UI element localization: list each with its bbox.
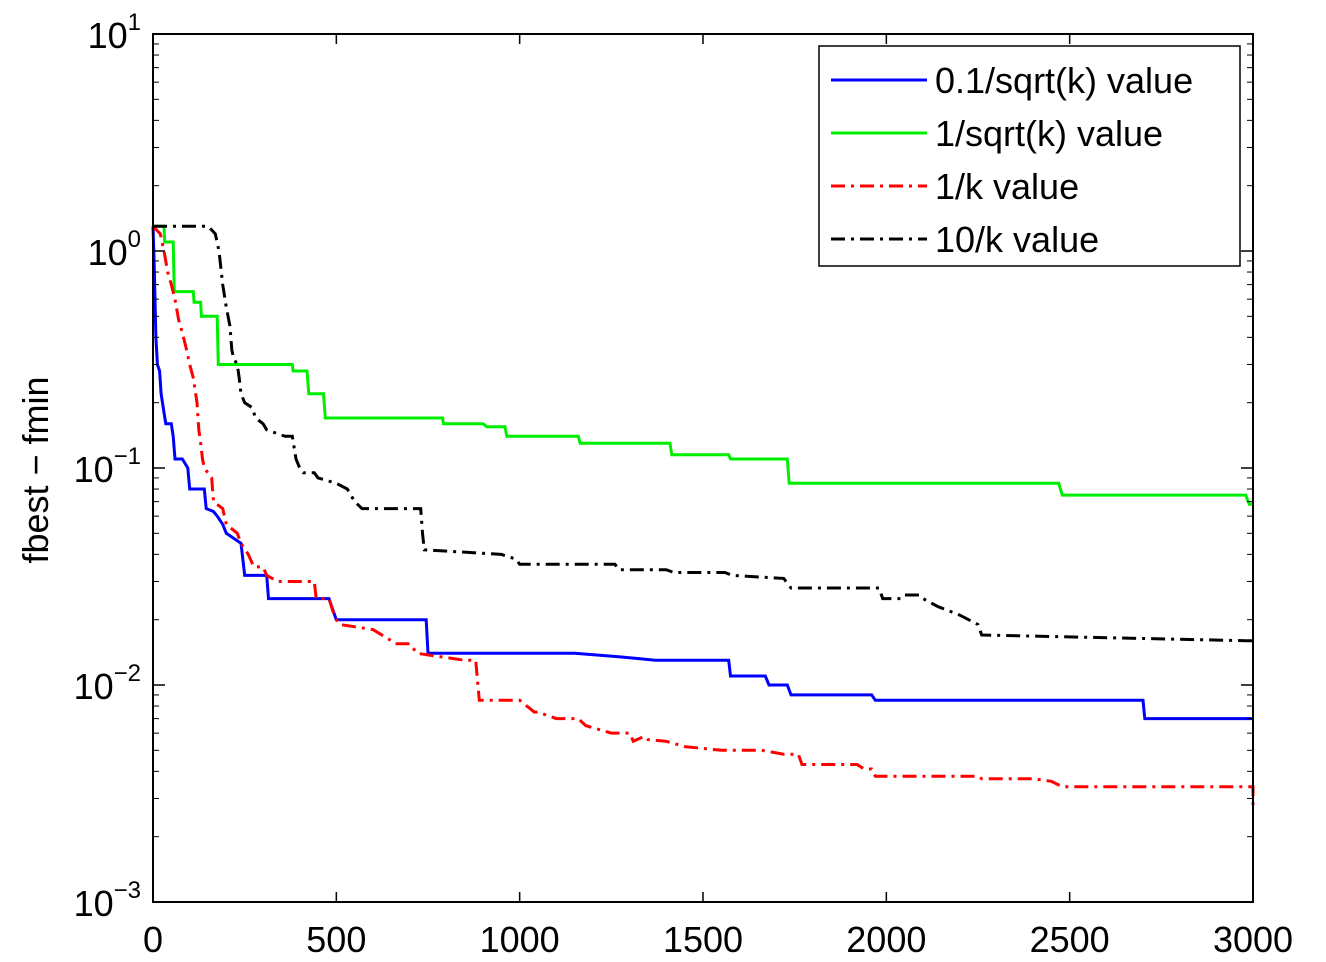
- series-line-0: [151, 226, 1253, 721]
- y-tick-exponent: −2: [114, 660, 141, 687]
- y-tick-exponent: 0: [128, 226, 141, 253]
- y-tick-base: 10: [88, 15, 128, 56]
- y-tick-base: 10: [74, 666, 114, 707]
- legend-label: 0.1/sqrt(k) value: [935, 60, 1193, 101]
- y-tick-base: 10: [74, 883, 114, 924]
- x-tick-label: 2500: [1030, 919, 1110, 960]
- x-tick-label: 500: [306, 919, 366, 960]
- y-tick-label: 10−3: [74, 877, 141, 924]
- y-tick-base: 10: [88, 232, 128, 273]
- series-layer: [151, 224, 1255, 805]
- y-tick-label: 10−2: [74, 660, 141, 707]
- y-tick-exponent: −3: [114, 877, 141, 904]
- y-tick-label: 10−1: [74, 443, 141, 490]
- series-line-2: [151, 225, 1255, 805]
- legend-label: 1/k value: [935, 166, 1079, 207]
- series-line-1: [153, 224, 1253, 506]
- y-tick-exponent: −1: [114, 443, 141, 470]
- legend-label: 10/k value: [935, 219, 1099, 260]
- y-tick-exponent: 1: [128, 9, 141, 36]
- x-tick-label: 1000: [480, 919, 560, 960]
- legend-box: [818, 45, 1241, 267]
- x-tick-label: 3000: [1213, 919, 1293, 960]
- x-tick-label: 0: [143, 919, 163, 960]
- y-tick-label: 100: [88, 226, 141, 273]
- legend-label: 1/sqrt(k) value: [935, 113, 1163, 154]
- series-line-3: [153, 224, 1253, 643]
- y-tick-label: 101: [88, 9, 141, 56]
- legend: 0.1/sqrt(k) value 1/sqrt(k) value 1/k valu…: [818, 45, 1241, 267]
- ticks-layer: 0 500 1000 1500 2000 2500 300010110010−110−210…: [74, 9, 1293, 960]
- y-tick-base: 10: [74, 449, 114, 490]
- x-tick-label: 1500: [663, 919, 743, 960]
- x-tick-label: 2000: [846, 919, 926, 960]
- y-axis-label: fbest − fmin: [15, 376, 56, 563]
